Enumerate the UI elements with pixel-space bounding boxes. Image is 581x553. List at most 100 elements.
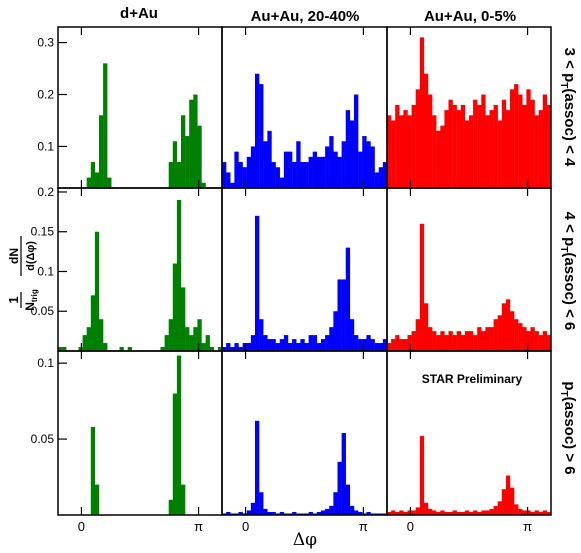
histogram-bar (432, 331, 437, 351)
histogram-bar (399, 510, 404, 515)
histogram-bar (94, 172, 100, 188)
histogram-bar (428, 327, 433, 351)
histogram-bar (382, 339, 388, 351)
histogram-bar (358, 151, 363, 188)
histogram-bar (546, 335, 552, 351)
histogram-bar (345, 110, 351, 188)
ylabel-N: Ntrig (23, 289, 39, 311)
histogram-bar (518, 508, 523, 515)
histogram-bar (325, 508, 330, 515)
histogram-bar (448, 511, 453, 515)
column-title-auau-20-40: Au+Au, 20-40% (251, 8, 360, 25)
histogram-bar (349, 319, 355, 351)
histogram-bar (448, 99, 453, 188)
histogram-bar (345, 484, 351, 515)
x-tick-label: π (194, 519, 203, 534)
histogram-bar (366, 335, 371, 351)
histogram-bar (391, 339, 396, 351)
histogram-bar (242, 513, 247, 515)
histogram-bar (312, 513, 318, 515)
histogram-bar (354, 335, 359, 351)
y-tick-label: 0.1 (37, 356, 54, 370)
panel-2-1: 0.05 0.1 0.15 0.2 (31, 185, 223, 352)
histogram-bar (296, 343, 301, 351)
histogram-bar (497, 315, 502, 351)
histogram-bar (103, 63, 108, 188)
histogram-bar (341, 433, 346, 515)
histogram-bar (296, 141, 301, 188)
histogram-bar (333, 492, 338, 515)
x-tick-label: 0 (78, 519, 85, 534)
histogram-bar (283, 335, 289, 351)
star-preliminary-label: STAR Preliminary (422, 372, 523, 386)
histogram-bar (501, 489, 507, 515)
histogram-bar (185, 136, 190, 188)
histogram-bar (349, 505, 355, 515)
histogram-bar (176, 162, 182, 188)
histogram-bar (514, 319, 519, 351)
histogram-bar (222, 347, 227, 351)
svg-text:dN: dN (7, 248, 21, 264)
histogram-bar (275, 343, 280, 351)
histogram-bar (428, 94, 433, 188)
histogram-bar (366, 141, 371, 188)
histogram-bar (362, 513, 367, 515)
histogram-bar (86, 327, 91, 351)
histogram-bar (382, 513, 388, 515)
histogram-bar (526, 510, 531, 515)
histogram-bar (534, 510, 539, 515)
y-tick-label: 0.15 (31, 225, 55, 239)
histogram-bar (526, 331, 531, 351)
histogram-bar (172, 263, 178, 351)
histogram-bar (419, 436, 425, 515)
histogram-bar (349, 120, 355, 188)
histogram-bar (300, 162, 305, 188)
histogram-bar (485, 510, 490, 515)
histogram-bar (481, 331, 486, 351)
histogram-bar (94, 231, 100, 351)
histogram-bar (362, 136, 367, 188)
histogram-bar (321, 156, 326, 188)
histogram-bar (90, 426, 96, 515)
histogram-bar (530, 99, 535, 188)
histogram-bar (423, 502, 429, 515)
histogram-bar (283, 151, 289, 188)
histogram-bar (542, 510, 548, 515)
histogram-bar (505, 475, 511, 515)
y-tick-label: 0.2 (37, 88, 54, 102)
histogram-bar (189, 99, 194, 188)
histogram-bar (530, 511, 535, 515)
histogram-bar (436, 335, 441, 351)
histogram-bar (423, 73, 429, 188)
histogram-bar (300, 339, 305, 351)
histogram-bar (337, 156, 342, 188)
histogram-bar (358, 511, 363, 515)
histogram-bar (193, 327, 198, 351)
y-tick-label: 0.05 (31, 432, 55, 446)
histogram-bar (99, 319, 104, 351)
panel-2-3 (386, 187, 552, 352)
histogram-bar (382, 162, 388, 188)
histogram-bar (391, 510, 396, 515)
histogram-bar (464, 120, 470, 188)
histogram-bar (460, 335, 466, 351)
histogram-bar (164, 335, 169, 351)
histogram-bar (530, 327, 535, 351)
histogram-bar (456, 511, 461, 515)
panel-frame (57, 350, 223, 516)
histogram-bar (62, 347, 67, 351)
histogram-bar (329, 327, 334, 351)
histogram-bar (226, 511, 231, 515)
histogram-bar (489, 508, 494, 515)
histogram-bar (493, 104, 498, 188)
histogram-bar (436, 511, 441, 515)
panel-frame (221, 187, 388, 352)
histogram-bar (333, 151, 338, 188)
histogram-bar (464, 510, 470, 515)
histogram-bar (78, 347, 83, 351)
histogram-bar (222, 162, 227, 188)
histogram-bar (505, 299, 511, 351)
histogram-bar (452, 104, 457, 188)
histogram-bar (246, 156, 252, 188)
panel-frame (221, 350, 388, 516)
